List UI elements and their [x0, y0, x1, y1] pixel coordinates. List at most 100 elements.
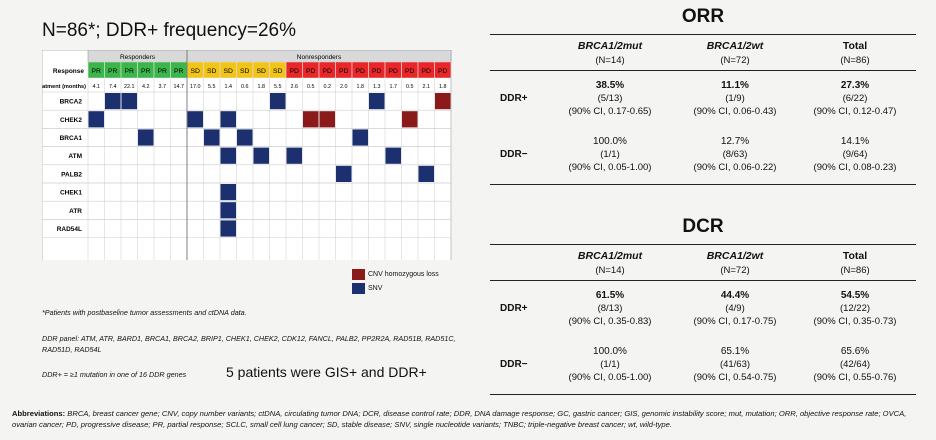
- row-label: DDR−: [500, 359, 528, 370]
- cell-ci: (90% CI, 0.08-0.23): [813, 162, 897, 173]
- treatment-value: 1.8: [439, 84, 447, 90]
- cell-ci: (90% CI, 0.54-0.75): [693, 372, 777, 383]
- column-header: Total: [842, 250, 868, 262]
- orr-title: ORR: [681, 6, 725, 27]
- alteration-snv: [138, 129, 154, 146]
- abbreviations-text: BRCA, breast cancer gene; CNV, copy numb…: [12, 409, 907, 429]
- ddr-panel-note: DDR panel: ATM, ATR, BARD1, BRCA1, BRCA2…: [42, 334, 456, 354]
- table-bottom-rule: [490, 184, 916, 185]
- alteration-snv: [204, 129, 220, 146]
- header-rule: [490, 280, 916, 281]
- response-code: PD: [306, 68, 316, 75]
- cell-value: 65.6%: [840, 346, 870, 357]
- alteration-snv: [286, 147, 302, 164]
- alteration-snv: [187, 111, 203, 128]
- cell-ci: (90% CI, 0.05-1.00): [568, 162, 652, 173]
- response-code: PR: [141, 68, 151, 75]
- cell-fraction: (1/1): [600, 149, 620, 160]
- treatment-value: 2.1: [423, 84, 431, 90]
- gis-statement: 5 patients were GIS+ and DDR+: [226, 364, 427, 380]
- header-rule: [490, 70, 916, 71]
- cell-value: 27.3%: [840, 80, 870, 91]
- alteration-cnv: [435, 93, 451, 110]
- cell-value: 38.5%: [595, 80, 625, 91]
- treatment-value: 7.4: [109, 84, 117, 90]
- response-code: SD: [257, 68, 267, 75]
- alteration-snv: [385, 147, 401, 164]
- oncoprint-background: [42, 50, 452, 260]
- cell-fraction: (1/9): [725, 93, 745, 104]
- snv-swatch: [352, 282, 365, 294]
- response-code: PD: [422, 68, 432, 75]
- response-code: PD: [339, 68, 349, 75]
- alteration-snv: [418, 165, 434, 182]
- response-code: SD: [224, 68, 234, 75]
- nonresponders-label: Nonresponders: [297, 54, 342, 61]
- response-code: SD: [273, 68, 283, 75]
- cell-value: 65.1%: [720, 346, 750, 357]
- cell-fraction: (6/22): [842, 93, 868, 104]
- gene-label: ATM: [68, 153, 82, 160]
- response-label: Response: [53, 68, 84, 75]
- response-code: PR: [92, 68, 102, 75]
- treatment-value: 0.6: [241, 84, 249, 90]
- alteration-snv: [220, 184, 236, 201]
- treatment-value: 1.3: [373, 84, 381, 90]
- cell-value: 12.7%: [720, 136, 750, 147]
- legend-cnv-label: CNV homozygous loss: [368, 270, 439, 278]
- oncoprint: Responders Nonresponders Response Treatment…: [42, 50, 452, 260]
- footnote-patients: *Patients with postbaseline tumor assess…: [42, 308, 247, 317]
- treatment-value: 0.5: [406, 84, 414, 90]
- alteration-snv: [237, 129, 253, 146]
- column-header: BRCA1/2wt: [706, 250, 764, 262]
- cell-ci: (90% CI, 0.06-0.22): [693, 162, 777, 173]
- row-label: DDR+: [500, 93, 528, 104]
- alteration-snv: [369, 93, 385, 110]
- treatment-value: 1.7: [390, 84, 398, 90]
- gene-label: CHEK2: [60, 117, 82, 124]
- gene-label: BRCA1: [60, 135, 83, 142]
- cell-fraction: (1/1): [600, 359, 620, 370]
- cell-value: 44.4%: [720, 290, 750, 301]
- abbreviations-label: Abbreviations:: [12, 409, 66, 418]
- treatment-value: 2.0: [340, 84, 348, 90]
- response-code: SD: [240, 68, 250, 75]
- cell-value: 14.1%: [840, 136, 870, 147]
- treatment-value: 4.2: [142, 84, 150, 90]
- cell-value: 11.1%: [721, 80, 749, 91]
- treatment-value: 4.1: [93, 84, 101, 90]
- column-n: (N=86): [840, 55, 870, 66]
- cell-ci: (90% CI, 0.12-0.47): [813, 106, 897, 117]
- alteration-snv: [220, 111, 236, 128]
- gene-label: PALB2: [61, 171, 82, 178]
- treatment-value: 1.8: [258, 84, 266, 90]
- alteration-snv: [352, 129, 368, 146]
- column-n: (N=72): [720, 55, 750, 66]
- treatment-value: 0.2: [324, 84, 332, 90]
- column-header: BRCA1/2mut: [577, 250, 643, 262]
- response-code: PR: [158, 68, 168, 75]
- alteration-snv: [220, 220, 236, 237]
- oncoprint-legend: CNV homozygous loss SNV: [352, 267, 439, 295]
- cell-ci: (90% CI, 0.35-0.73): [813, 316, 897, 327]
- alteration-snv: [253, 147, 269, 164]
- cell-ci: (90% CI, 0.55-0.76): [813, 372, 897, 383]
- row-label: DDR−: [500, 149, 528, 160]
- column-n: (N=72): [720, 265, 750, 276]
- cell-value: 100.0%: [593, 136, 627, 147]
- cell-fraction: (42/64): [839, 359, 871, 370]
- alteration-cnv: [303, 111, 319, 128]
- treatment-value: 0.5: [307, 84, 315, 90]
- alteration-snv: [88, 111, 104, 128]
- response-code: SD: [207, 68, 217, 75]
- cell-fraction: (8/13): [597, 303, 623, 314]
- column-n: (N=14): [595, 265, 625, 276]
- cell-value: 61.5%: [595, 290, 625, 301]
- treatment-value: 5.5: [208, 84, 216, 90]
- column-n: (N=14): [595, 55, 625, 66]
- row-label: DDR+: [500, 303, 528, 314]
- treatment-value: 2.6: [291, 84, 299, 90]
- column-header: Total: [842, 40, 868, 52]
- response-code: PD: [290, 68, 300, 75]
- response-code: PD: [372, 68, 382, 75]
